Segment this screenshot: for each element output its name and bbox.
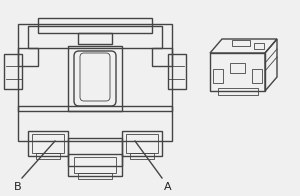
Bar bbox=[32, 134, 64, 153]
Bar bbox=[18, 106, 172, 141]
Bar bbox=[36, 153, 60, 159]
Bar bbox=[74, 157, 116, 173]
Text: B: B bbox=[14, 182, 22, 192]
Bar bbox=[126, 134, 158, 153]
Bar bbox=[122, 131, 162, 156]
Bar bbox=[68, 154, 122, 176]
Bar bbox=[218, 88, 258, 95]
Bar bbox=[152, 48, 172, 66]
Bar bbox=[68, 46, 122, 111]
Bar bbox=[18, 48, 38, 66]
Bar bbox=[28, 26, 162, 48]
Bar bbox=[168, 54, 186, 89]
Text: A: A bbox=[164, 182, 172, 192]
Bar bbox=[252, 69, 262, 83]
Bar bbox=[230, 63, 245, 73]
Bar bbox=[68, 138, 122, 166]
Bar bbox=[4, 54, 22, 89]
Bar bbox=[28, 131, 68, 156]
Bar bbox=[78, 173, 112, 179]
Bar bbox=[213, 69, 223, 83]
Bar bbox=[78, 33, 112, 44]
Bar bbox=[130, 153, 154, 159]
Bar bbox=[210, 53, 265, 91]
Bar bbox=[232, 40, 250, 46]
Bar bbox=[18, 24, 172, 111]
Bar bbox=[38, 18, 152, 33]
Bar bbox=[254, 43, 264, 49]
